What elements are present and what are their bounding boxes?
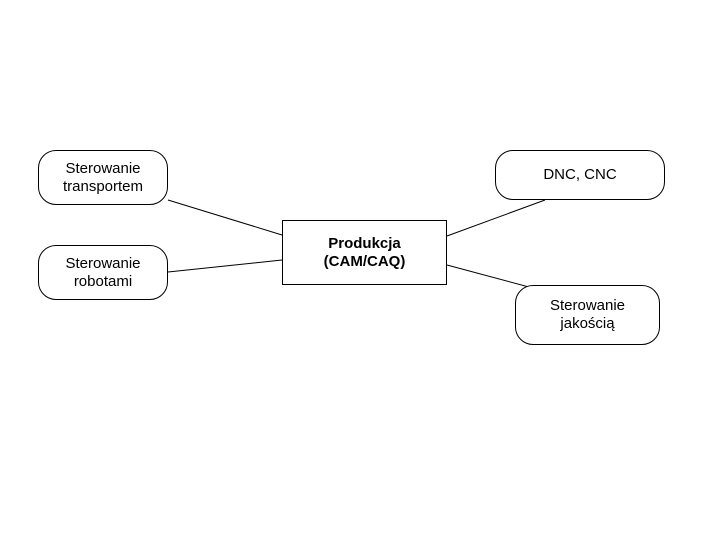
node-robots: Sterowanie robotami [38,245,168,300]
node-robots-label: Sterowanie robotami [65,255,140,291]
edge-transport-center [168,200,282,235]
edge-robots-center [168,260,282,272]
node-dnc: DNC, CNC [495,150,665,200]
node-center-label: Produkcja (CAM/CAQ) [324,235,406,271]
node-center: Produkcja (CAM/CAQ) [282,220,447,285]
diagram-canvas: Sterowanie transportem DNC, CNC Sterowan… [0,0,720,540]
node-dnc-label: DNC, CNC [543,166,616,184]
node-transport-label: Sterowanie transportem [63,160,143,196]
edge-center-dnc [447,200,545,236]
node-transport: Sterowanie transportem [38,150,168,205]
node-quality: Sterowanie jakością [515,285,660,345]
node-quality-label: Sterowanie jakością [550,297,625,333]
